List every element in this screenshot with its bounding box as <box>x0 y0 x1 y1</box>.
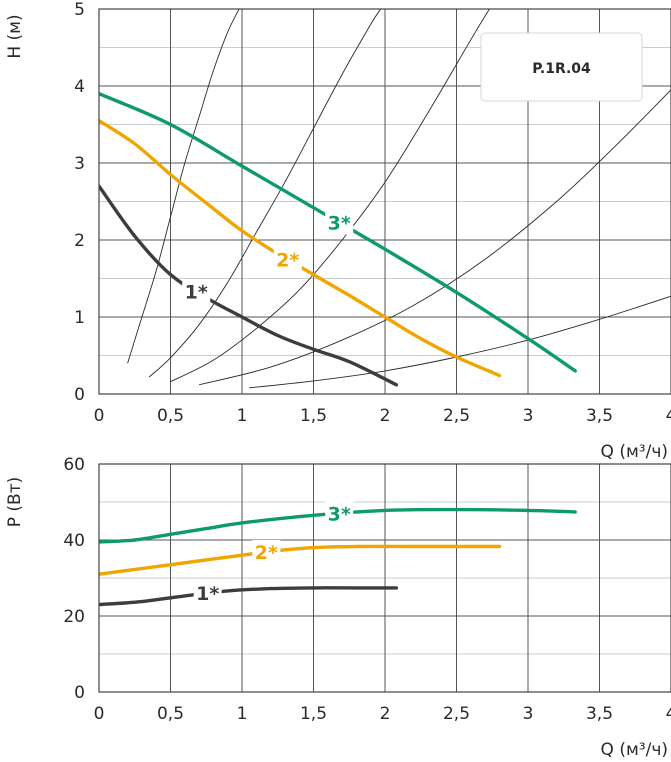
series-line-3 <box>99 507 577 544</box>
x-tick-label: 1,5 <box>300 704 327 724</box>
model-badge <box>480 32 643 102</box>
series-label-bg <box>193 581 222 606</box>
system-curve <box>148 9 382 378</box>
system-curve <box>198 89 671 386</box>
x-tick-label: 2,5 <box>443 704 470 724</box>
x-axis-title: Q (м³/ч) <box>601 740 668 760</box>
x-tick-label: 0 <box>94 406 105 426</box>
x-tick-label: 1 <box>237 704 248 724</box>
y-axis-title: P (Вт) <box>5 477 25 528</box>
y-tick-label: 2 <box>74 231 85 251</box>
y-tick-label: 4 <box>74 77 85 97</box>
x-tick-label: 1,5 <box>300 406 327 426</box>
y-tick-label: 0 <box>74 385 85 405</box>
y-tick-label: 5 <box>74 0 85 20</box>
x-tick-label: 2,5 <box>443 406 470 426</box>
series-label-bg <box>325 210 354 235</box>
x-tick-label: 3,5 <box>586 704 613 724</box>
model-badge-text: P.1R.04 <box>532 61 591 77</box>
x-axis-title: Q (м³/ч) <box>601 442 668 462</box>
x-tick-label: 0 <box>94 704 105 724</box>
x-tick-label: 0,5 <box>157 704 184 724</box>
x-tick-label: 4 <box>666 704 671 724</box>
plot-frame <box>98 8 671 395</box>
y-tick-label: 20 <box>63 607 85 627</box>
system-curve <box>127 9 240 364</box>
y-axis-title: H (м) <box>5 14 25 58</box>
x-tick-label: 0,5 <box>157 406 184 426</box>
x-tick-label: 3 <box>523 406 534 426</box>
series-label-bg <box>273 247 302 272</box>
system-curve <box>170 9 490 383</box>
series-line-2 <box>99 544 502 576</box>
x-tick-label: 3 <box>523 704 534 724</box>
y-tick-label: 0 <box>74 683 85 703</box>
power-flow-chart: 00,511,522,533,540204060Q (м³/ч)P (Вт)1*… <box>5 455 671 760</box>
series-label-bg <box>182 279 211 304</box>
x-tick-label: 1 <box>237 406 248 426</box>
series-label-bg <box>325 501 354 526</box>
x-tick-label: 3,5 <box>586 406 613 426</box>
y-tick-label: 3 <box>74 154 85 174</box>
series-label-bg <box>252 539 281 564</box>
series-label-3: 3* <box>328 504 351 526</box>
series-label-1: 1* <box>185 281 208 303</box>
y-tick-label: 60 <box>63 455 85 475</box>
x-tick-label: 2 <box>380 704 391 724</box>
series-label-3: 3* <box>328 213 351 235</box>
plot-frame <box>98 463 671 693</box>
series-line-1 <box>99 184 399 387</box>
x-tick-label: 4 <box>666 406 671 426</box>
system-curve <box>249 295 671 389</box>
y-tick-label: 1 <box>74 308 85 328</box>
series-label-2: 2* <box>276 250 299 272</box>
head-flow-chart: 0 0,5 1 1,5 2 2,5 3 3,5 4 0 1 2 3 4 5 Q (м³/ч) H (м) 1* 2*… <box>5 0 671 462</box>
series-label-1: 1* <box>196 583 219 605</box>
series-line-1 <box>99 586 399 607</box>
series-label-2: 2* <box>255 542 278 564</box>
x-tick-label: 2 <box>380 406 391 426</box>
y-tick-label: 40 <box>63 531 85 551</box>
